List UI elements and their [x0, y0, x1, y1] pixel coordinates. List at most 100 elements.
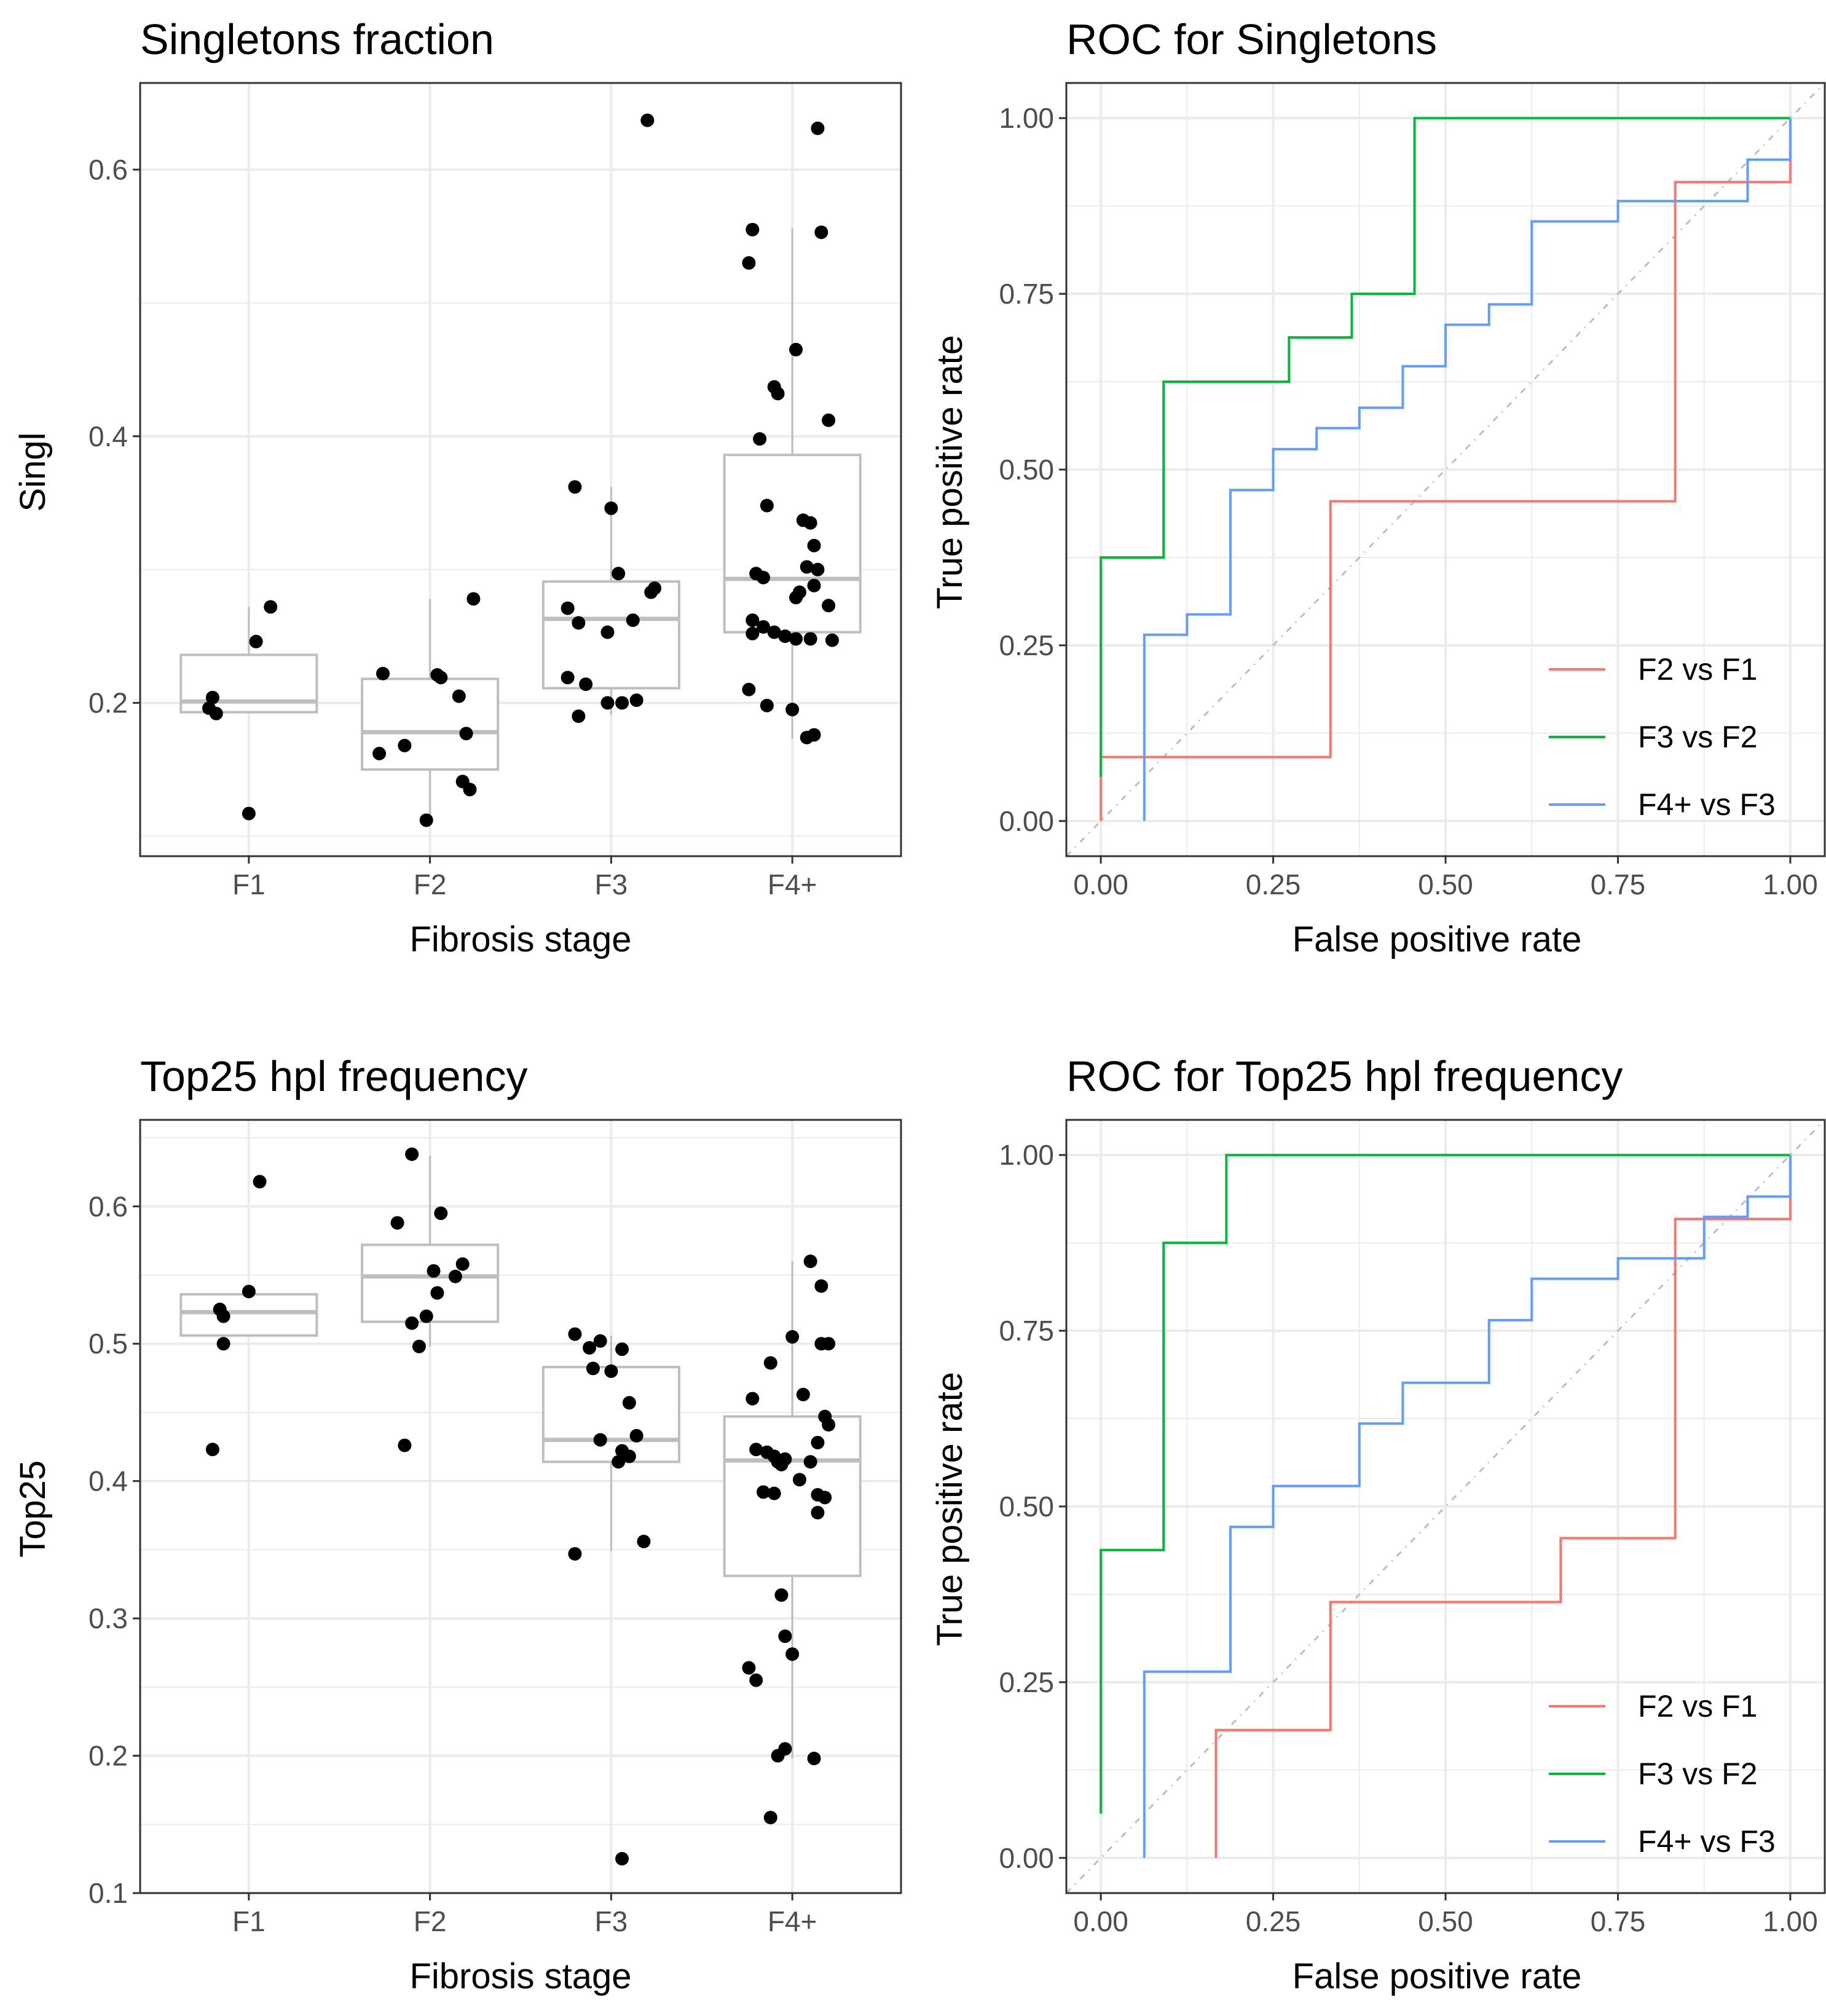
data-point	[459, 726, 473, 741]
box-f3	[541, 1335, 680, 1551]
x-tick-label: F3	[595, 868, 628, 900]
x-tick-label: 1.00	[1763, 868, 1818, 900]
data-point	[452, 689, 466, 703]
y-tick-label: 0.75	[999, 278, 1054, 310]
data-point	[746, 1392, 760, 1406]
data-point	[803, 1455, 817, 1469]
data-point	[561, 671, 575, 685]
data-point	[572, 709, 586, 723]
y-axis-title: Top25	[13, 1460, 53, 1557]
roc-line-f3-vs-f2	[1100, 117, 1790, 777]
data-point	[372, 746, 387, 760]
panel-title: ROC for Top25 hpl frequency	[1066, 1052, 1623, 1100]
y-tick-label: 0.3	[89, 1602, 128, 1634]
data-point	[803, 516, 817, 530]
data-point	[807, 538, 821, 553]
data-point	[760, 698, 774, 712]
panel-singletons-roc: ROC for Singletons True positive rate Fa…	[930, 15, 1826, 959]
plot-frame	[139, 1119, 902, 1894]
data-point	[814, 1279, 828, 1293]
roc-line-f2-vs-f1	[1214, 1155, 1792, 1858]
data-point	[405, 1147, 419, 1161]
data-point	[622, 1449, 636, 1463]
y-tick-label: 0.2	[89, 1740, 128, 1772]
box-f1	[179, 607, 318, 714]
legend: F2 vs F1 F3 vs F2 F4+ vs F3	[1549, 652, 1776, 822]
data-point	[644, 585, 658, 599]
data-point	[209, 706, 223, 720]
x-ticks: F1 F2 F3 F4+	[232, 1893, 817, 1937]
x-tick-label: F1	[232, 868, 266, 900]
data-point	[600, 696, 615, 710]
x-axis-title: Fibrosis stage	[409, 1956, 631, 1996]
data-point	[561, 601, 575, 615]
y-tick-label: 0.00	[999, 1842, 1054, 1874]
data-point	[626, 613, 640, 628]
data-point	[455, 1257, 470, 1271]
data-point	[785, 1647, 800, 1661]
data-point	[811, 562, 825, 577]
legend-label-f4-vs-f3: F4+ vs F3	[1638, 1824, 1776, 1859]
y-tick-label: 0.5	[89, 1328, 128, 1360]
box-iqr	[723, 454, 862, 634]
x-tick-label: F2	[414, 868, 447, 900]
data-point	[600, 625, 615, 639]
data-point	[778, 1629, 792, 1644]
data-point	[807, 728, 821, 742]
data-point	[756, 1485, 770, 1499]
data-point	[756, 570, 770, 585]
data-point	[572, 616, 586, 630]
data-point	[811, 1436, 825, 1450]
panel-title: ROC for Singletons	[1066, 15, 1437, 63]
roc-line-f2-vs-f1	[1100, 118, 1792, 821]
y-tick-label: 0.2	[89, 687, 128, 719]
y-tick-label: 0.6	[89, 154, 128, 186]
box-f1	[179, 1293, 318, 1337]
x-tick-label: 0.00	[1073, 1905, 1128, 1937]
y-ticks: 0.00 0.25 0.50 0.75 1.00	[999, 102, 1066, 837]
data-point	[807, 1752, 821, 1766]
data-point	[746, 626, 760, 640]
data-point	[583, 1341, 597, 1355]
data-point	[774, 1588, 789, 1602]
x-axis-title: False positive rate	[1293, 1956, 1582, 1996]
y-tick-label: 0.25	[999, 1666, 1054, 1698]
x-tick-label: 0.50	[1418, 868, 1473, 900]
y-tick-label: 0.00	[999, 805, 1054, 837]
chance-diagonal	[1065, 82, 1826, 857]
y-tick-label: 1.00	[999, 102, 1054, 134]
x-tick-label: 0.75	[1591, 1905, 1646, 1937]
y-tick-label: 0.50	[999, 454, 1054, 486]
data-point	[789, 632, 803, 646]
data-point	[818, 1490, 832, 1505]
y-tick-label: 0.1	[89, 1877, 128, 1909]
data-point	[767, 1486, 781, 1500]
data-point	[760, 498, 774, 513]
data-point	[568, 1547, 582, 1561]
data-point	[749, 1673, 763, 1687]
x-tick-label: 0.25	[1246, 1905, 1301, 1937]
data-point	[756, 620, 770, 634]
panel-title: Top25 hpl frequency	[140, 1052, 527, 1100]
data-point	[612, 1455, 626, 1469]
chance-diagonal	[1065, 1119, 1826, 1894]
data-point	[742, 256, 756, 270]
data-point	[463, 782, 477, 797]
panel-singletons-boxplot: Singletons fraction Singl Fibrosis stage…	[13, 15, 902, 959]
data-point	[789, 591, 803, 605]
data-point	[253, 1175, 267, 1189]
x-tick-label: F4+	[768, 1905, 817, 1937]
data-point	[593, 1433, 607, 1447]
data-point	[604, 1364, 618, 1378]
data-point	[242, 1285, 256, 1299]
x-tick-label: F4+	[768, 868, 817, 900]
data-point	[579, 677, 593, 691]
y-ticks: 0.2 0.4 0.6	[89, 154, 140, 719]
data-point	[640, 113, 655, 127]
box-iqr	[541, 1366, 680, 1463]
data-point	[825, 633, 839, 647]
y-axis-title: True positive rate	[930, 335, 970, 609]
x-ticks: 0.00 0.25 0.50 0.75 1.00	[1073, 1893, 1818, 1937]
legend-label-f2-vs-f1: F2 vs F1	[1638, 1689, 1757, 1723]
